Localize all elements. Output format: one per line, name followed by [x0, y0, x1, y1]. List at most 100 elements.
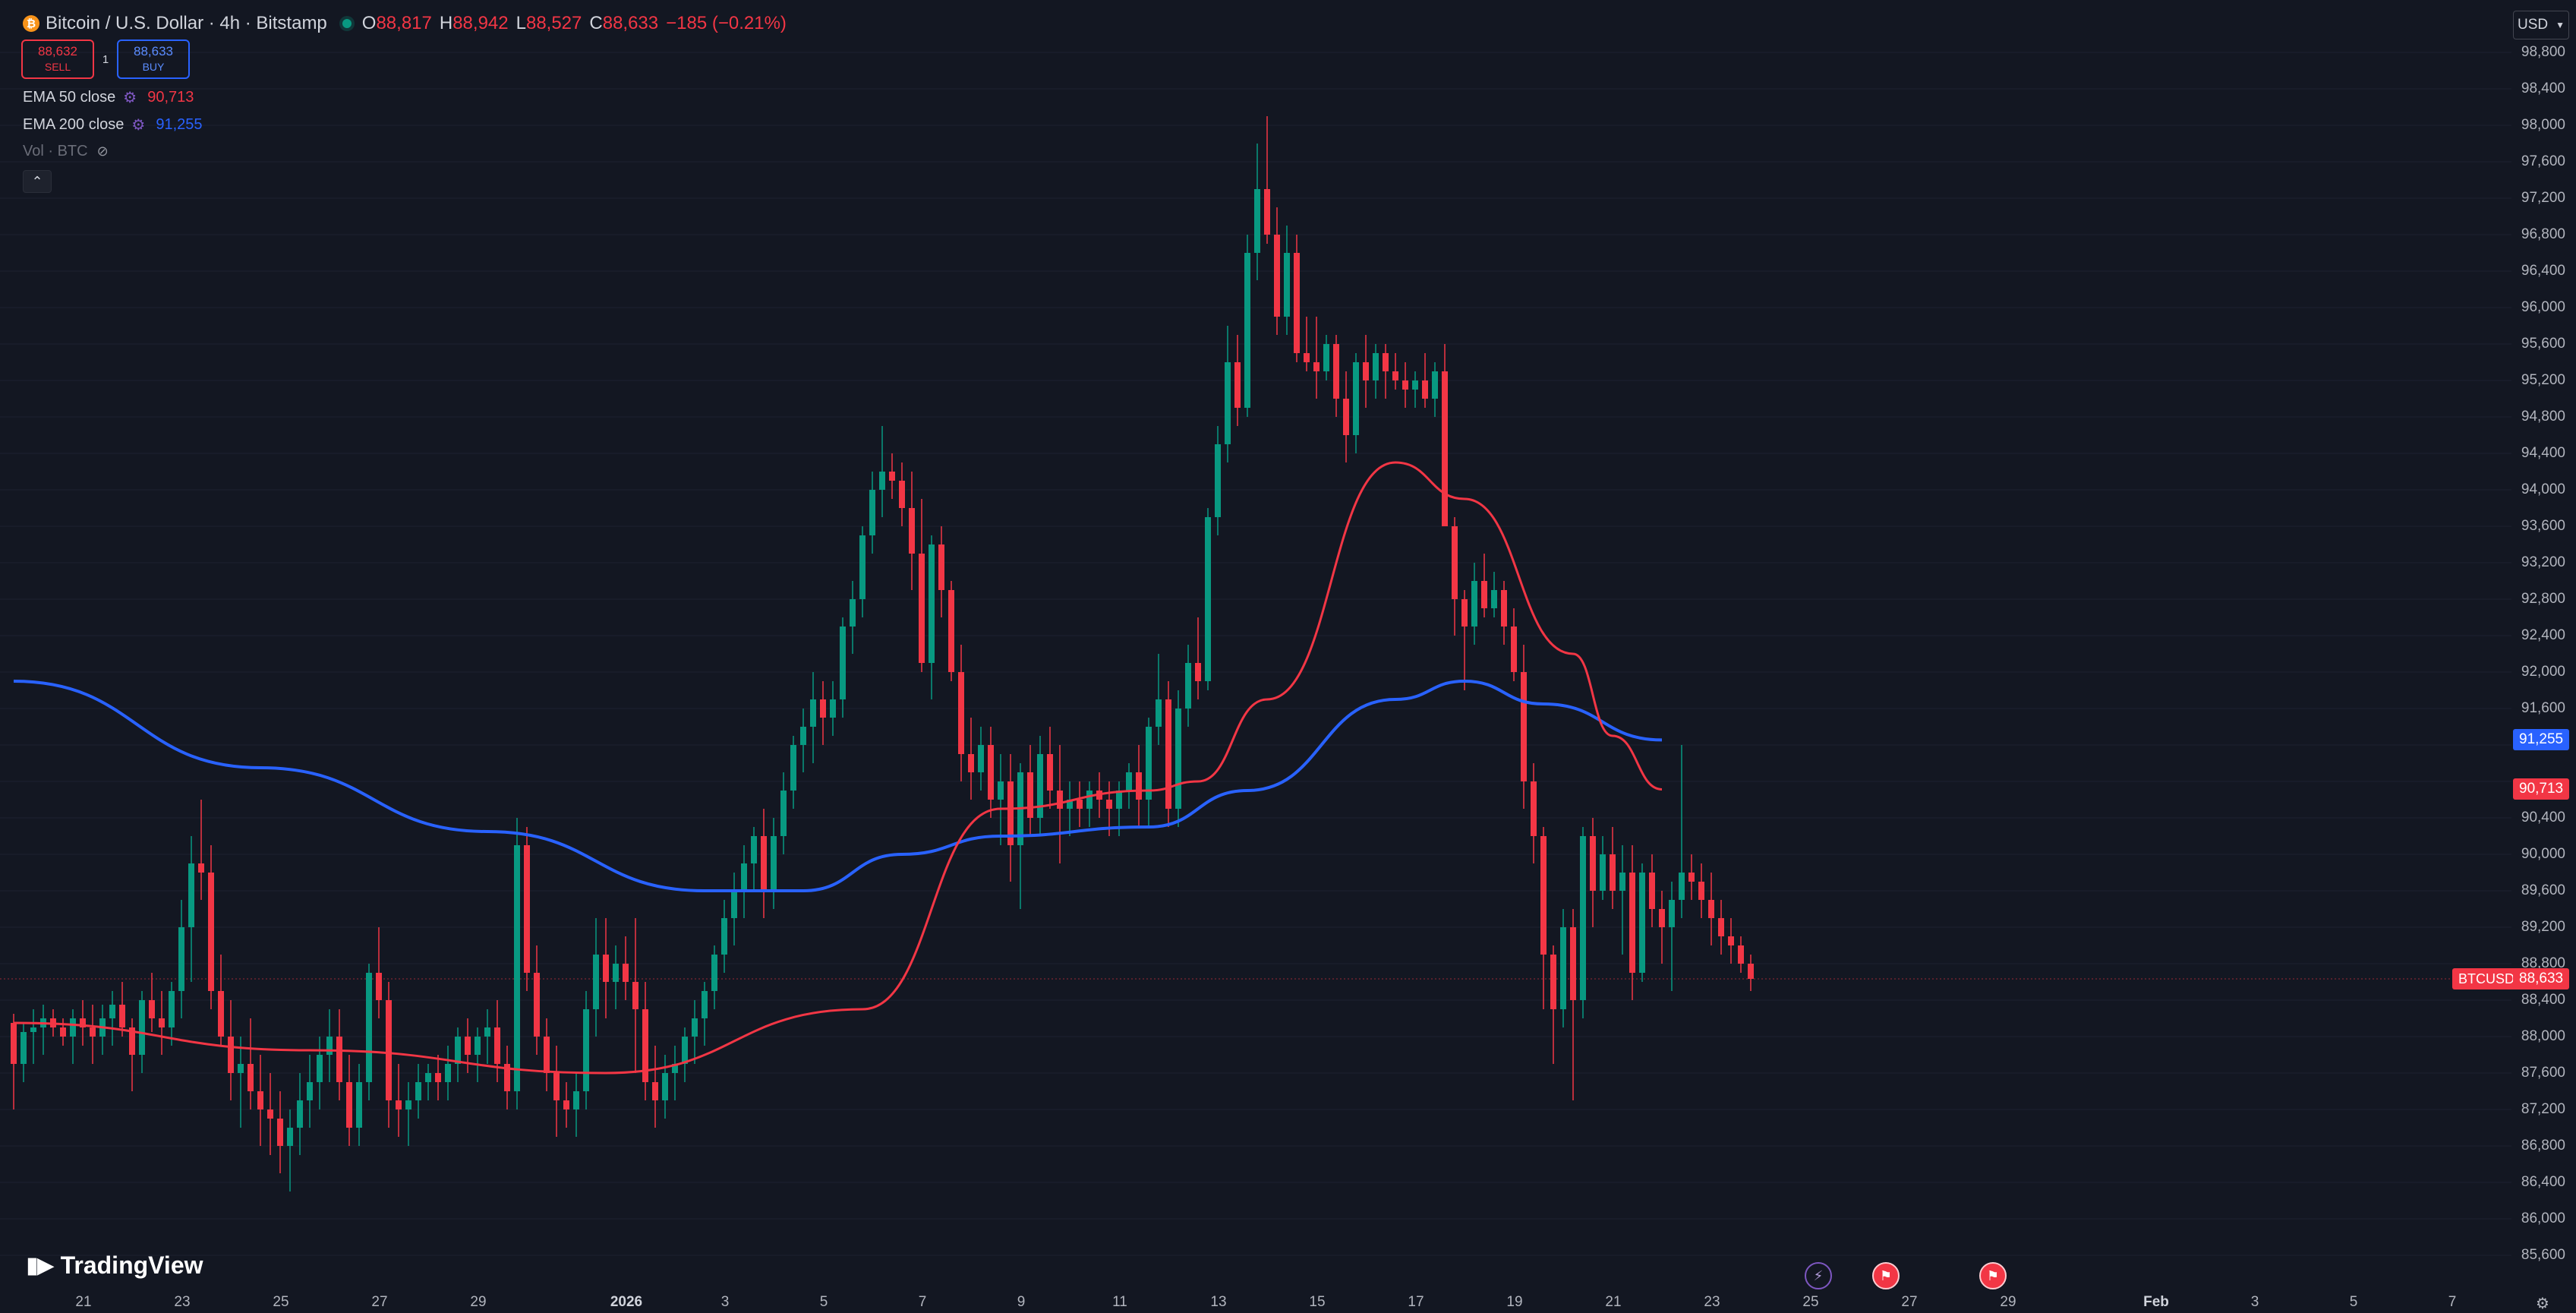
candle-body	[1679, 873, 1685, 900]
candle-body	[109, 1005, 115, 1018]
price-tick-label: 95,200	[2521, 372, 2565, 388]
candle-body	[840, 627, 846, 699]
candle-body	[1353, 362, 1359, 435]
price-tick-label: 94,400	[2521, 445, 2565, 461]
price-tick-label: 87,600	[2521, 1065, 2565, 1081]
currency-selector[interactable]: USD ▼	[2513, 11, 2569, 39]
candle-body	[445, 1064, 451, 1082]
candle-body	[356, 1082, 362, 1128]
chevron-down-icon: ▼	[2556, 20, 2565, 30]
candle-body	[929, 544, 935, 663]
candle-body	[425, 1073, 431, 1082]
candle-body	[1215, 444, 1221, 517]
price-scale[interactable]: 98,800 98,400 98,000 97,600 97,200 96,800 96,4…	[2511, 0, 2576, 1291]
candle-body	[1669, 900, 1675, 927]
symbol-title[interactable]: Bitcoin / U.S. Dollar · 4h · Bitstamp	[46, 13, 327, 33]
candle-body	[1185, 663, 1191, 709]
close-value: C88,633	[589, 13, 659, 33]
candle-body	[1649, 873, 1655, 909]
candle-body	[909, 508, 915, 554]
candle-body	[494, 1027, 500, 1064]
time-tick-label: 15	[1309, 1294, 1326, 1310]
time-tick-label: 17	[1408, 1294, 1424, 1310]
candle-body	[475, 1037, 481, 1055]
ema-50-legend[interactable]: EMA 50 close ⚙ 90,713	[23, 88, 194, 107]
change-value: −185 (−0.21%)	[666, 13, 787, 33]
candle-body	[978, 745, 984, 772]
price-tick-label: 90,000	[2521, 846, 2565, 862]
candle-body	[257, 1091, 263, 1109]
buy-button[interactable]: 88,633 BUY	[117, 39, 190, 79]
high-value: H88,942	[439, 13, 509, 33]
volume-name: Vol · BTC	[23, 143, 88, 159]
candle-body	[435, 1073, 441, 1082]
price-tick-label: 88,000	[2521, 1028, 2565, 1044]
symbol-price-tag: BTCUSD	[2452, 968, 2521, 990]
candle-body	[228, 1037, 234, 1073]
candle-body	[1363, 362, 1369, 380]
candle-body	[504, 1064, 510, 1091]
time-axis[interactable]: 21 23 25 27 29 2026 3 5 7 9 11 13 15 17 19 21 23 25 27 29 Fe…	[0, 1291, 2576, 1313]
candle-body	[1254, 189, 1260, 253]
price-tick-label: 86,800	[2521, 1138, 2565, 1154]
candle-body	[958, 672, 964, 754]
bitcoin-icon: ₿	[23, 15, 39, 32]
hidden-eye-icon[interactable]: ⊘	[96, 144, 109, 159]
candle-body	[514, 845, 520, 1091]
candle-body	[396, 1100, 402, 1109]
candle-body	[70, 1018, 76, 1037]
candle-body	[1442, 371, 1448, 526]
candle-body	[1047, 754, 1053, 791]
time-tick-label: 11	[1112, 1294, 1127, 1310]
price-tick-label: 96,400	[2521, 263, 2565, 279]
price-tick-label: 87,200	[2521, 1101, 2565, 1117]
open-value: O88,817	[361, 13, 432, 33]
candle-body	[1540, 836, 1547, 955]
price-tick-label: 98,400	[2521, 80, 2565, 96]
candle-body	[702, 991, 708, 1018]
candle-body	[11, 1023, 17, 1064]
candle-body	[731, 891, 737, 918]
candle-body	[711, 955, 717, 991]
candle-body	[1027, 772, 1033, 818]
buy-label: BUY	[142, 61, 165, 73]
time-tick-label: 27	[371, 1294, 388, 1310]
candle-body	[672, 1064, 678, 1073]
candle-body	[366, 973, 372, 1082]
us-economic-event-icon[interactable]: ⚑	[1979, 1262, 2007, 1289]
candle-body	[1383, 353, 1389, 371]
tradingview-logo[interactable]: ▮▶ TradingView	[26, 1251, 203, 1280]
buy-price: 88,633	[134, 44, 173, 58]
ema-200-legend[interactable]: EMA 200 close ⚙ 91,255	[23, 115, 203, 134]
price-tick-label: 94,000	[2521, 481, 2565, 497]
candle-body	[20, 1032, 27, 1064]
dividend-event-icon[interactable]: ⚡	[1805, 1262, 1832, 1289]
time-tick-label: 23	[1704, 1294, 1720, 1310]
sell-button[interactable]: 88,632 SELL	[21, 39, 94, 79]
candle-body	[30, 1027, 36, 1032]
price-tick-label: 86,000	[2521, 1210, 2565, 1226]
volume-legend[interactable]: Vol · BTC ⊘	[23, 143, 109, 160]
price-tick-label: 88,400	[2521, 992, 2565, 1008]
candle-body	[1402, 380, 1408, 390]
price-tick-label: 89,200	[2521, 919, 2565, 935]
time-tick-label: 7	[2448, 1294, 2457, 1310]
candle-body	[642, 1009, 648, 1082]
price-tick-label: 96,800	[2521, 226, 2565, 242]
candle-body	[1205, 517, 1211, 681]
price-tick-label: 88,800	[2521, 955, 2565, 971]
market-status-dot[interactable]	[342, 19, 352, 28]
candle-body	[129, 1027, 135, 1055]
gear-icon[interactable]: ⚙	[2536, 1296, 2549, 1312]
collapse-legend-button[interactable]: ⌃	[23, 170, 52, 193]
candle-body	[1718, 918, 1724, 936]
candle-body	[1146, 727, 1152, 800]
us-economic-event-icon[interactable]: ⚑	[1872, 1262, 1900, 1289]
candle-body	[1156, 699, 1162, 727]
candle-body	[1067, 800, 1073, 809]
candle-body	[544, 1037, 550, 1073]
candle-body	[1748, 964, 1754, 980]
candle-body	[1511, 627, 1517, 672]
candle-body	[1175, 709, 1181, 809]
